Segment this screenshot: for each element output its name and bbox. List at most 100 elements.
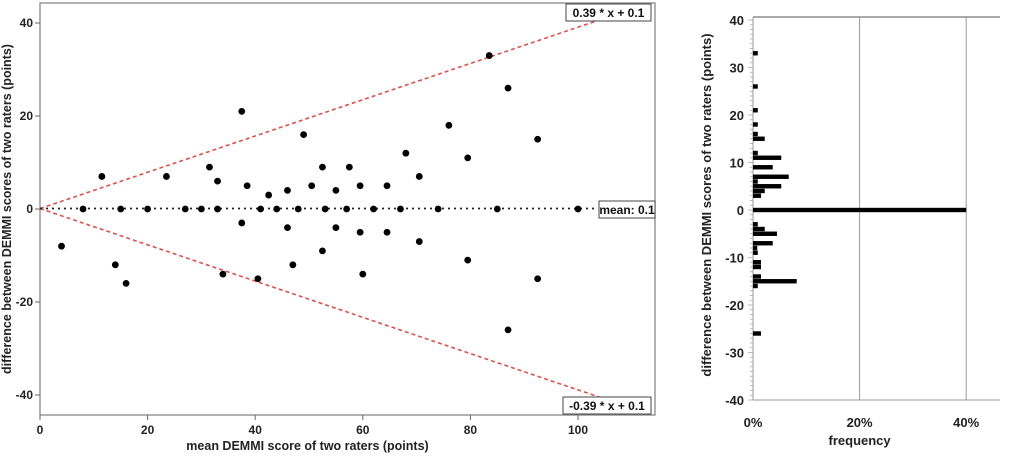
data-point	[534, 275, 542, 283]
data-point	[415, 238, 423, 245]
histogram-bar	[753, 231, 777, 236]
histogram-bar	[753, 188, 765, 194]
limit-line	[39, 207, 600, 398]
y-tick-label: 30	[730, 61, 744, 76]
data-point	[534, 135, 542, 143]
x-tick-label: 40	[249, 423, 263, 437]
y-tick-label: 40	[730, 13, 744, 28]
y-tick-label: 40	[20, 16, 34, 30]
histogram-bar	[753, 245, 758, 251]
histogram-bar	[753, 331, 761, 336]
y-tick-label: 0	[26, 202, 33, 216]
data-point	[343, 205, 351, 213]
data-point	[485, 52, 493, 59]
y-tick-label: 20	[730, 108, 744, 123]
histogram-bar	[753, 226, 765, 232]
data-point	[319, 247, 326, 255]
data-point	[243, 182, 251, 190]
histogram-bar	[753, 108, 758, 113]
lower-limit-label-box	[562, 396, 652, 415]
x-tick-label: 20%	[847, 415, 873, 430]
data-point	[383, 182, 391, 190]
data-point	[415, 173, 423, 180]
x-tick-label: 20	[141, 423, 155, 437]
histogram-bar	[753, 131, 758, 137]
mean-label-box	[598, 200, 656, 219]
data-point	[214, 205, 221, 213]
x-tick-label: 60	[356, 423, 370, 437]
data-point	[238, 107, 246, 115]
x-axis-label: frequency	[829, 433, 892, 448]
y-tick-label: 10	[730, 156, 744, 171]
data-point	[359, 270, 367, 278]
data-point	[284, 224, 291, 232]
data-point	[111, 261, 119, 269]
histogram-bar	[753, 165, 773, 170]
data-point	[319, 163, 326, 171]
x-tick-label: 0	[37, 423, 44, 437]
y-axis-label: difference between DEMMI scores of two r…	[0, 44, 14, 374]
data-point	[265, 191, 273, 199]
y-tick-label: 0	[737, 203, 744, 218]
y-tick-label: -40	[16, 388, 34, 402]
data-point	[294, 205, 302, 213]
data-point	[332, 224, 340, 232]
histogram-bar	[753, 174, 789, 179]
y-axis-label: difference between DEMMI scores of two r…	[699, 33, 714, 376]
data-point	[214, 177, 221, 185]
histogram-bar	[753, 193, 761, 198]
histogram-bar	[753, 51, 758, 56]
lower-limit-label: -0.39 * x + 0.1	[569, 399, 645, 413]
y-tick-label: -30	[725, 346, 744, 361]
data-point	[58, 242, 65, 250]
data-point	[206, 163, 213, 171]
histogram-bar	[753, 250, 758, 255]
data-point	[332, 187, 340, 194]
data-point	[345, 163, 353, 171]
data-point	[464, 256, 472, 264]
bland-altman-plot: 0 20 40 60 80 100 -40 -20 0 20 40 mean DEMMI score …	[0, 2, 656, 453]
limit-line	[39, 19, 600, 210]
data-point	[402, 149, 410, 157]
data-point	[397, 205, 404, 213]
data-point	[257, 205, 264, 213]
histogram-bar	[753, 84, 758, 89]
x-tick-label: 0%	[744, 415, 763, 430]
data-point	[79, 205, 87, 213]
histogram-bar	[753, 136, 765, 141]
histogram-bar	[753, 179, 758, 184]
data-point	[356, 228, 364, 236]
data-point	[574, 205, 582, 213]
histogram-bar	[753, 260, 761, 265]
data-point	[219, 270, 227, 278]
y-tick-label: -40	[725, 393, 744, 408]
data-point	[122, 280, 130, 287]
y-tick-label: 20	[20, 109, 34, 123]
data-point	[163, 173, 170, 180]
data-point	[181, 205, 189, 213]
histogram-bar	[753, 241, 773, 246]
x-tick-label: 40%	[953, 415, 979, 430]
data-point	[321, 205, 329, 213]
mean-label: mean: 0.1	[599, 203, 655, 217]
data-point	[464, 154, 472, 162]
y-tick-label: -20	[725, 298, 744, 313]
data-point	[198, 205, 205, 213]
data-point	[144, 205, 152, 213]
data-point	[254, 275, 262, 283]
data-point	[383, 228, 391, 236]
data-point	[493, 205, 501, 213]
histogram-bar	[753, 155, 782, 160]
data-point	[504, 326, 512, 334]
difference-histogram: 0% 20% 40% -40 -30 -20 -10 0 10 20 30 40 frequency di…	[699, 13, 1000, 448]
data-point	[289, 261, 297, 269]
upper-limit-label: 0.39 * x + 0.1	[573, 6, 645, 20]
x-tick-label: 100	[568, 423, 588, 437]
histogram-bar	[753, 274, 761, 279]
data-point	[504, 84, 512, 92]
x-tick-label: 80	[464, 423, 478, 437]
histogram-bar	[753, 283, 758, 289]
histogram-bar	[753, 264, 761, 270]
histogram-bar	[753, 279, 797, 284]
histogram-bar	[753, 222, 758, 227]
